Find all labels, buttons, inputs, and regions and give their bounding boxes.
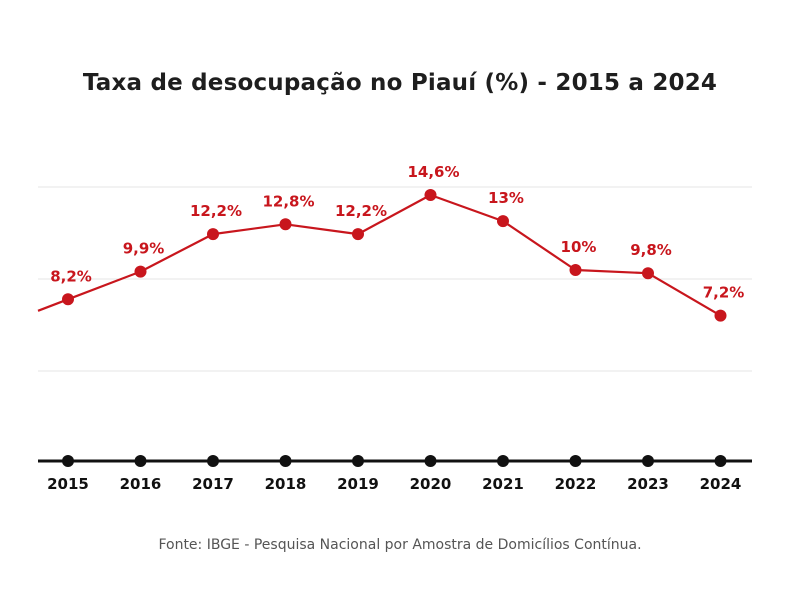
data-label: 10% [561, 238, 597, 256]
x-tick-label: 2018 [265, 475, 307, 493]
x-axis-marker [424, 455, 437, 467]
x-tick-label: 2017 [192, 475, 234, 493]
data-point [497, 215, 509, 228]
data-label: 7,2% [703, 284, 745, 302]
data-label: 12,2% [190, 202, 242, 220]
x-axis-marker [279, 455, 292, 467]
x-tick-label: 2021 [482, 475, 524, 493]
data-label: 9,9% [123, 240, 165, 258]
x-tick-label: 2022 [555, 475, 597, 493]
data-label: 8,2% [50, 267, 92, 285]
series-line [37, 189, 727, 322]
data-label: 12,8% [262, 192, 314, 210]
x-axis-marker [352, 455, 364, 467]
data-label: 12,2% [335, 202, 387, 220]
x-axis-marker [207, 455, 219, 467]
data-point [207, 228, 219, 241]
x-tick-label: 2023 [627, 475, 669, 493]
x-axis-marker [62, 455, 74, 467]
data-point [424, 189, 437, 201]
x-tick-label: 2020 [410, 475, 452, 493]
data-label: 13% [488, 189, 524, 207]
data-label: 9,8% [630, 241, 672, 259]
data-point [642, 267, 654, 280]
chart-title: Taxa de desocupação no Piauí (%) - 2015 … [82, 70, 718, 96]
data-point [134, 265, 147, 278]
gridlines [38, 186, 752, 372]
data-point [569, 264, 582, 276]
x-axis-marker [497, 455, 509, 467]
x-tick-label: 2016 [120, 475, 162, 493]
x-axis-marker [714, 455, 727, 467]
data-labels: 8,2% 9,9% 12,2% 12,8% 12,2% 14,6% 13% 10% 9,8% 7,… [50, 163, 744, 302]
data-label: 14,6% [407, 163, 459, 181]
data-point [62, 293, 74, 306]
x-axis: 2015 2016 2017 2018 2019 2020 2021 2022 2023 2024 [38, 455, 752, 493]
x-axis-marker [642, 455, 654, 467]
x-axis-marker [569, 455, 582, 467]
x-tick-label: 2024 [700, 475, 742, 493]
x-tick-label: 2019 [337, 475, 379, 493]
x-tick-label: 2015 [47, 475, 89, 493]
data-point [352, 228, 364, 241]
data-point [279, 218, 292, 231]
source-note: Fonte: IBGE - Pesquisa Nacional por Amos… [158, 537, 642, 553]
data-point [714, 309, 727, 322]
x-axis-marker [134, 455, 147, 467]
